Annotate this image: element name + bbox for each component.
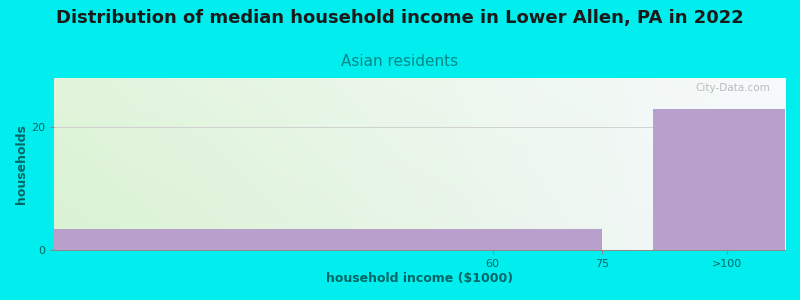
Bar: [54, 229, 602, 250]
Bar: [654, 109, 785, 250]
Text: City-Data.com: City-Data.com: [696, 83, 770, 93]
Text: Asian residents: Asian residents: [342, 54, 458, 69]
X-axis label: household income ($1000): household income ($1000): [326, 272, 513, 285]
Text: Distribution of median household income in Lower Allen, PA in 2022: Distribution of median household income …: [56, 9, 744, 27]
Y-axis label: households: households: [15, 124, 28, 204]
